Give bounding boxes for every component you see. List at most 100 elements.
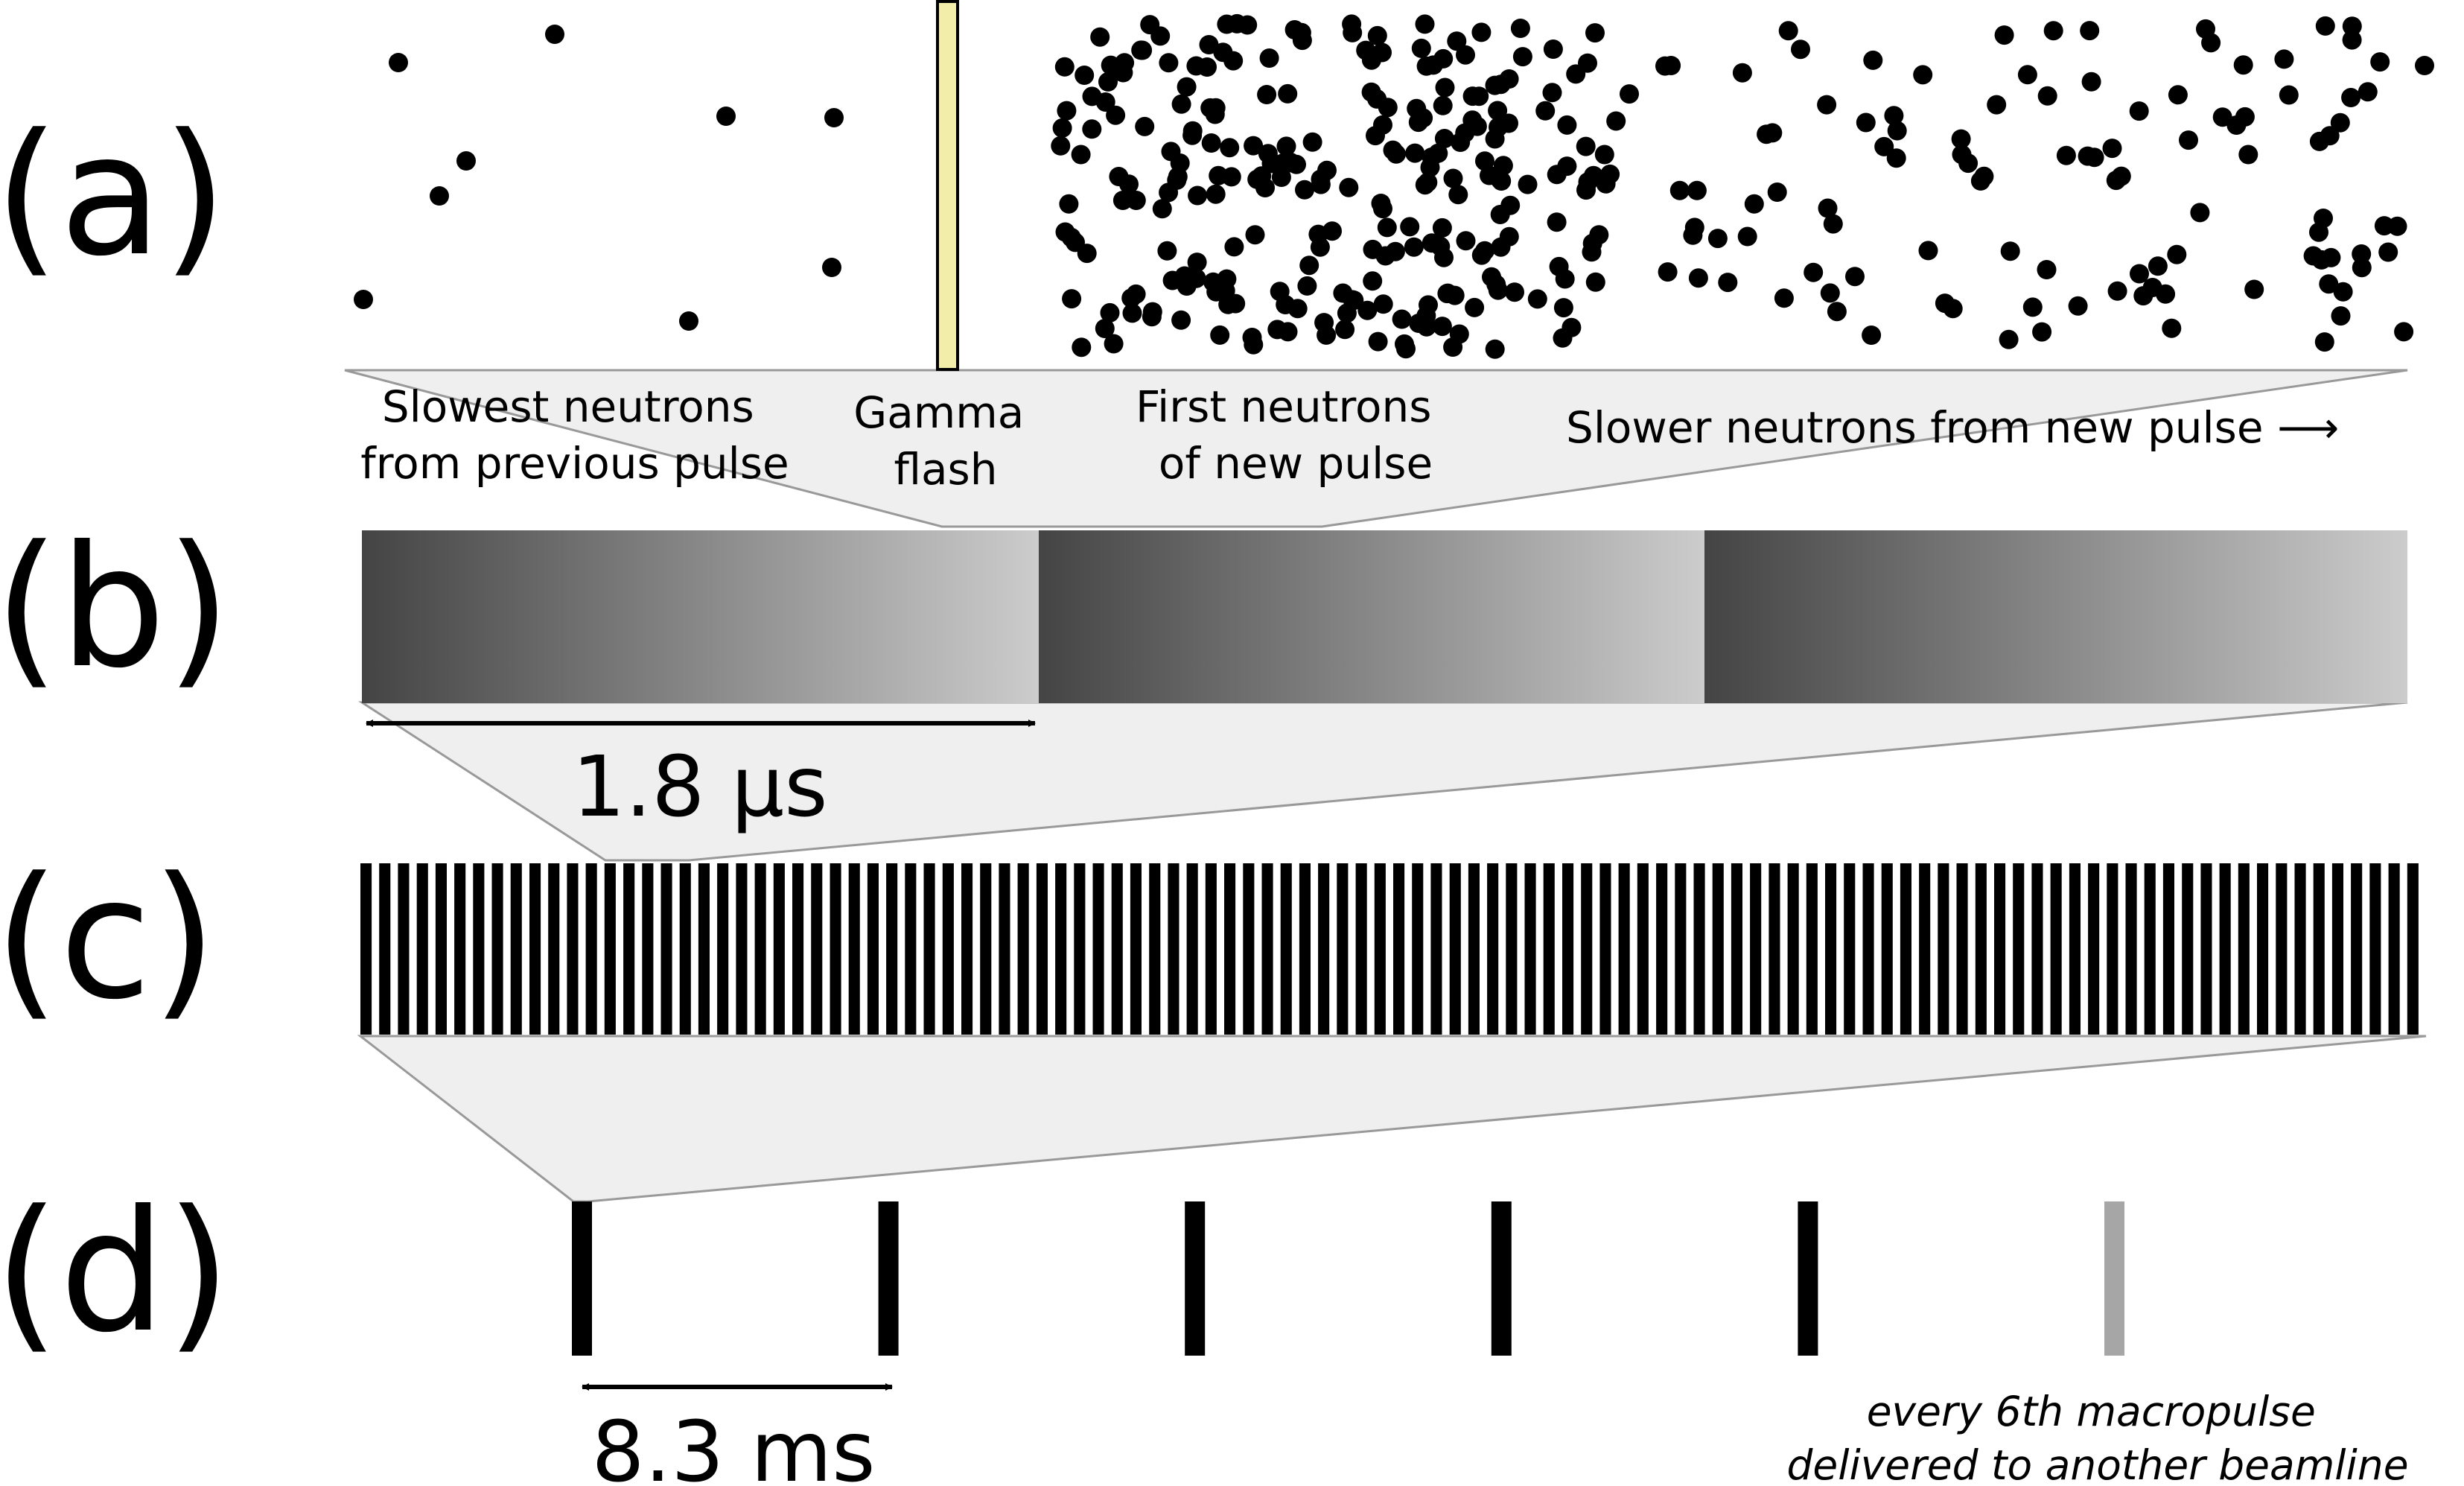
neutron-dot	[2130, 264, 2149, 284]
neutron-dot	[1585, 272, 1605, 292]
neutron-dot	[1278, 83, 1298, 104]
micropulse-stripe	[604, 863, 616, 1035]
micropulse-stripe	[1506, 863, 1518, 1035]
neutron-dot	[1297, 276, 1317, 296]
neutron-dot	[1856, 112, 1876, 133]
micropulse-stripe	[2182, 863, 2194, 1035]
neutron-dot	[1732, 63, 1752, 83]
neutron-dot	[2370, 52, 2390, 72]
neutron-dot	[1566, 64, 1586, 84]
micropulse-stripe	[454, 863, 466, 1035]
neutron-dot	[1267, 320, 1287, 340]
caption-slowest-neutrons: Slowest neutrons from previous pulse	[360, 381, 789, 489]
neutron-dot	[2330, 112, 2350, 133]
neutron-dot	[2084, 147, 2104, 168]
neutron-dot	[2156, 284, 2176, 304]
micropulse-stripe	[2144, 863, 2156, 1035]
neutron-dot	[1405, 143, 1425, 163]
neutron-dot	[1363, 271, 1383, 291]
neutron-dot	[1451, 133, 1471, 152]
neutron-dot	[2341, 88, 2361, 107]
neutron-dot	[1416, 56, 1436, 76]
macropulse-train	[572, 1201, 2124, 1356]
macropulse	[1491, 1201, 1512, 1356]
neutron-dot	[1445, 285, 1465, 305]
micropulse-stripe	[379, 863, 391, 1035]
neutron-dot	[1474, 241, 1494, 261]
micropulse-stripe	[736, 863, 748, 1035]
neutron-dot	[1510, 19, 1530, 38]
neutron-dot	[1367, 25, 1387, 45]
neutron-dot	[1585, 23, 1605, 43]
neutron-dot	[1167, 170, 1187, 190]
neutron-dot	[1557, 115, 1577, 135]
micropulse-stripe	[1149, 863, 1161, 1035]
micropulse-stripe	[811, 863, 823, 1035]
neutron-dot	[1361, 50, 1381, 70]
neutron-dot	[1658, 262, 1678, 282]
caption-gamma-flash: Gamma flash	[853, 387, 1037, 495]
caption-gamma-line-1: Gamma	[853, 387, 1024, 438]
neutron-dot	[1174, 266, 1194, 286]
neutron-dot	[1199, 35, 1219, 54]
neutron-dot	[545, 25, 564, 44]
neutron-dot	[1994, 25, 2014, 45]
neutron-dot	[1210, 325, 1230, 345]
micropulse-stripe	[1130, 863, 1142, 1035]
caption-gamma-line-2: flash	[894, 444, 997, 495]
neutron-dot	[2314, 332, 2334, 352]
neutron-dot	[2279, 85, 2299, 105]
neutron-dot	[2168, 85, 2188, 105]
neutron-dot	[1054, 57, 1075, 77]
micropulse-stripe	[529, 863, 541, 1035]
micropulse-stripe	[2294, 863, 2306, 1035]
neutron-dot	[1157, 241, 1177, 261]
micropulse-stripe	[698, 863, 710, 1035]
neutron-dot	[1302, 132, 1322, 152]
neutron-dot	[1142, 307, 1162, 327]
neutron-dot	[2333, 282, 2353, 302]
neutron-dot	[1492, 171, 1512, 191]
neutron-dot	[1688, 268, 1708, 288]
micropulse-stripe	[961, 863, 973, 1035]
neutron-dot	[1499, 226, 1519, 247]
micropulse-stripe	[923, 863, 935, 1035]
neutron-dot	[1493, 156, 1513, 176]
neutron-dot	[456, 151, 476, 171]
micropulse-stripe	[416, 863, 428, 1035]
neutron-dot	[1542, 83, 1562, 103]
micropulse-stripe	[1844, 863, 1856, 1035]
neutron-dot	[1299, 255, 1319, 276]
micropulse-stripe	[360, 863, 372, 1035]
micropulse-stripe	[1712, 863, 1724, 1035]
micropulse-stripe	[754, 863, 766, 1035]
neutron-dot	[2037, 86, 2057, 106]
neutron-dot	[1491, 74, 1511, 95]
micropulse-stripe	[1074, 863, 1086, 1035]
neutron-dot	[1817, 95, 1837, 115]
micropulse-stripe	[2407, 863, 2419, 1035]
neutron-dot	[2235, 107, 2255, 127]
micropulse-stripe	[1017, 863, 1029, 1035]
micropulse-stripe	[1750, 863, 1762, 1035]
neutron-dot	[1201, 133, 1221, 153]
neutron-dot	[1913, 65, 1933, 85]
caption-first-line-1: First neutrons	[1136, 381, 1431, 432]
micropulse-stripe	[1975, 863, 1987, 1035]
neutron-dot	[2358, 82, 2378, 102]
neutron-dot	[1411, 38, 1431, 58]
neutron-dot	[1244, 136, 1264, 156]
micropulse-stripe	[2107, 863, 2118, 1035]
neutron-dot	[1075, 66, 1095, 85]
micropulse-stripe	[2313, 863, 2325, 1035]
micropulse-stripe	[980, 863, 992, 1035]
neutron-dot	[1485, 129, 1505, 149]
neutron-dot	[1737, 226, 1757, 247]
neutron-dot	[1220, 138, 1240, 158]
neutron-dot	[1159, 53, 1179, 73]
neutron-dot	[716, 107, 736, 126]
micropulse-stripe	[1280, 863, 1292, 1035]
micropulse-stripe	[2125, 863, 2137, 1035]
neutron-dot	[1449, 324, 1469, 344]
neutron-dot	[1443, 168, 1463, 188]
